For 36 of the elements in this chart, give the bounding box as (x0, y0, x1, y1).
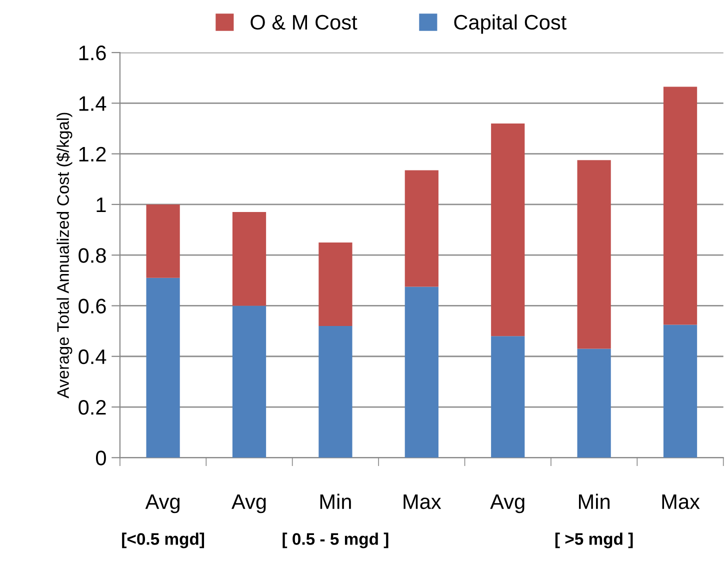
bar (318, 326, 352, 458)
y-tick-label: 1.2 (79, 146, 106, 162)
y-tick-label: 0.6 (78, 298, 106, 314)
text: [ >5 mgd ] (555, 532, 633, 548)
x-tick-label: Avg (232, 494, 266, 514)
bar (232, 212, 266, 306)
x-tick-label: Avg (490, 494, 524, 514)
y-tick-label: 0.4 (78, 349, 106, 364)
y-tick-label: 1.6 (79, 46, 106, 60)
text: [<0.5 mgd] (122, 532, 204, 548)
text: [ 0.5 - 5 mgd ] (282, 532, 388, 548)
x-tick-label: Min (578, 494, 610, 509)
y-tick-label: 1.4 (79, 96, 106, 111)
legend-label: Capital Cost (454, 14, 566, 34)
bar (577, 348, 611, 458)
y-axis-title: Average Total Annualized Cost ($/kgal) (56, 112, 72, 398)
bar (404, 286, 438, 458)
y-tick-label: 0.8 (78, 248, 106, 263)
bar (146, 278, 180, 458)
y-tick-label: 0 (96, 450, 106, 466)
bar (577, 160, 611, 349)
x-tick-label: Min (320, 494, 351, 509)
x-tick-label: Max (662, 494, 700, 510)
x-tick-label: Max (404, 494, 442, 510)
bar (232, 306, 266, 458)
bar (404, 170, 438, 287)
bar (318, 242, 352, 326)
y-tick-label: 1 (96, 198, 106, 212)
bar (663, 324, 698, 458)
bar (491, 336, 525, 458)
bar (146, 204, 180, 278)
y-tick-label: 0.2 (78, 400, 106, 415)
bar (491, 123, 525, 336)
bar (663, 86, 698, 325)
x-tick-label: Avg (145, 494, 180, 514)
legend-label: O & M Cost (250, 14, 358, 30)
